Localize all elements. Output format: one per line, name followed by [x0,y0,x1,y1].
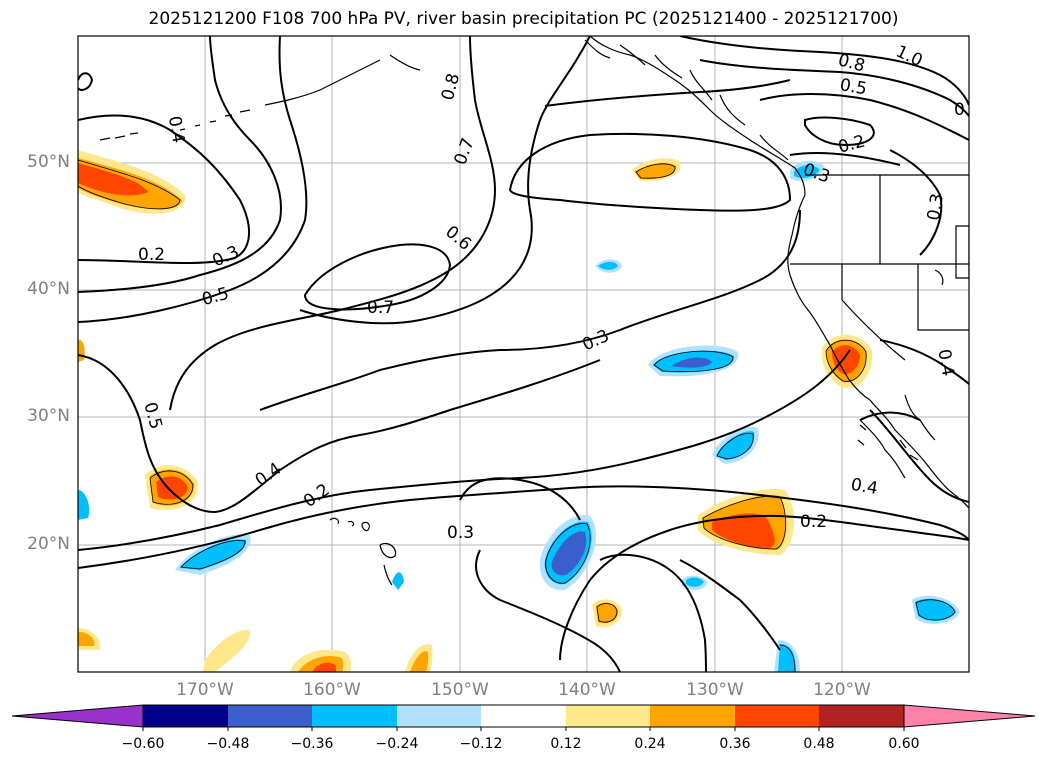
shade-positive [78,339,85,362]
lat-label: 50°N [27,152,70,172]
lon-label: 160°W [303,680,361,700]
colorbar-tick-label: 0.60 [888,736,920,752]
lat-label: 30°N [27,406,70,426]
colorbar [11,704,1036,731]
shade-negative [778,644,796,672]
lat-label: 20°N [27,534,70,554]
shade-negative [180,539,247,570]
colorbar-segment [397,705,481,727]
map-frame [77,35,970,673]
colorbar-segment [819,705,904,727]
shade-positive [712,513,775,548]
pv-contour-labels: 0.4 0.8 0.7 0.6 0.7 0.5 0.3 0.2 0.5 0.4 … [138,42,965,543]
lat-label: 40°N [27,279,70,299]
shade-positive [596,602,618,624]
colorbar-segment [735,705,819,727]
map-title: 2025121200 F108 700 hPa PV, river basin … [148,9,899,29]
contour-label: 0.2 [300,480,334,512]
contour-label: 0.4 [252,459,286,491]
colorbar-segment [228,705,312,727]
coastlines [99,36,969,586]
colorbar-segment [650,705,735,727]
contour-label: 0.2 [138,245,165,265]
lon-label: 140°W [558,680,616,700]
colorbar-tick-label: 0.48 [803,736,835,752]
shade-positive [203,629,251,672]
shade-positive [832,345,860,375]
lon-label: 170°W [176,680,234,700]
colorbar-extend-low [11,704,144,728]
contour-label: 0.2 [836,131,867,157]
colorbar-segment [481,705,566,727]
colorbar-tick-label: −0.36 [290,736,334,752]
shade-negative [78,490,90,520]
contour-label: 0.5 [838,75,868,99]
shade-negative [551,531,587,576]
contour-label: 0.4 [849,475,879,499]
contour-label: 0.7 [367,298,394,318]
colorbar-tick-label: −0.24 [375,736,419,752]
shade-negative [915,598,956,621]
shade-negative [598,261,618,270]
colorbar-tick-label: −0.48 [206,736,250,752]
colorbar-tick-label: 0.24 [634,736,666,752]
shade-positive [78,163,148,196]
shade-positive [312,662,336,672]
shade-negative [672,357,712,368]
contour-label: 0.3 [579,326,612,356]
colorbar-extend-high [903,704,1036,728]
contour-label: 0 [954,100,965,120]
shade-positive [410,651,429,672]
precip-outline [78,159,956,672]
lon-label: 150°W [431,680,489,700]
shade-positive [78,632,95,646]
contour-label: 0.3 [447,523,474,543]
colorbar-segment [143,705,228,727]
contour-label: 0.3 [924,192,948,222]
contour-label: 0.5 [139,400,165,431]
colorbar-tick-label: 0.36 [719,736,751,752]
contour-label: 0.4 [164,115,188,145]
pv-contours [78,36,969,672]
lon-label: 120°W [813,680,871,700]
colorbar-tick-label: −0.12 [459,736,503,752]
colorbar-tick-label: 0.12 [550,736,582,752]
colorbar-segment [312,705,397,727]
precip-shading [78,150,960,672]
colorbar-tick-label: −0.60 [121,736,165,752]
lon-label: 130°W [686,680,744,700]
contour-label: 0.4 [933,348,957,378]
shade-negative [686,577,704,587]
contour-label: 0.2 [800,512,827,532]
contour-label: 0.6 [441,222,475,255]
colorbar-segment [566,705,650,727]
contour-label: 0.3 [800,159,832,187]
shade-negative [392,572,404,590]
contour-label: 0.3 [209,242,242,272]
